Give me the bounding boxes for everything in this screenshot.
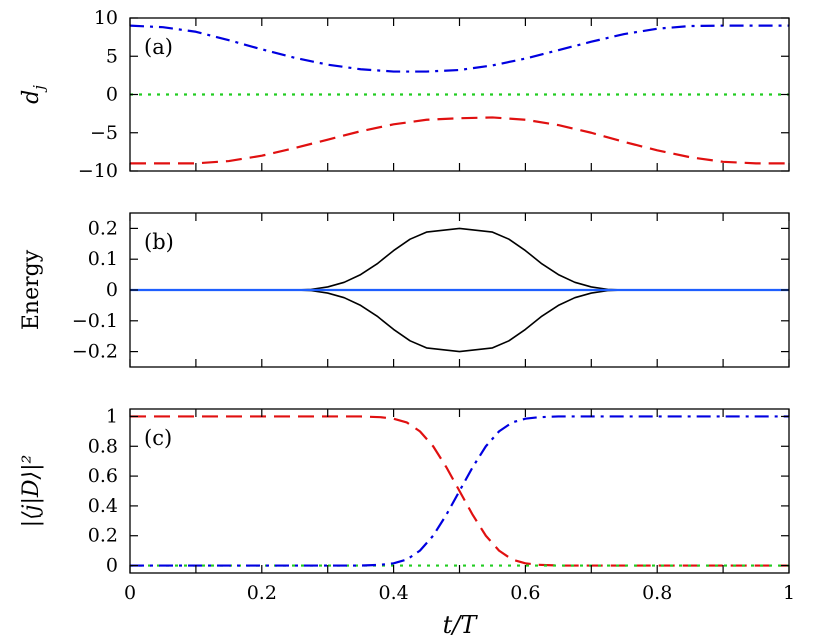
panel-label: (a) — [144, 35, 173, 59]
y-tick-label: 0.2 — [88, 217, 118, 239]
x-axis-label: t/T — [443, 611, 479, 639]
y-tick-label: 0.1 — [88, 248, 118, 270]
x-tick-label: 0.6 — [510, 582, 540, 604]
y-tick-label: −0.2 — [72, 341, 118, 363]
x-tick-label: 0 — [124, 582, 136, 604]
y-axis-label-subscript: j — [30, 85, 48, 93]
y-tick-label: −5 — [90, 122, 118, 144]
y-tick-label: −0.1 — [72, 310, 118, 332]
y-tick-label: 0 — [106, 555, 118, 577]
panel-b: 0.2 0.1 0 −0.1 −0.2 (b) Energy — [19, 212, 790, 368]
series-line-d1 — [130, 24, 789, 73]
x-tick-label: 0.4 — [378, 582, 408, 604]
panel-label: (b) — [144, 230, 174, 254]
series-line-E- — [130, 289, 789, 353]
panel-c: 1 0.8 0.6 0.4 0.2 00 0.2 0.4 0.6 0.8 1 t/T (c) |⟨j|D⟩… — [19, 405, 795, 639]
y-tick-label: 0.6 — [88, 465, 118, 487]
y-axis-label-main: d — [19, 90, 44, 104]
x-tick-label: 0.2 — [247, 582, 277, 604]
y-tick-label: 10 — [94, 7, 118, 29]
y-tick-label: −10 — [78, 160, 118, 182]
y-tick-label: 0 — [106, 84, 118, 106]
panel-label: (c) — [144, 426, 172, 450]
panel-a: 10 5 0 −5 −10 (a) dj — [19, 7, 790, 182]
series-line-p1 — [130, 415, 789, 567]
y-tick-label: 0.4 — [88, 495, 118, 517]
y-axis-label: |⟨j|D⟩|² — [19, 455, 44, 528]
y-axis-label: dj — [19, 85, 48, 104]
y-tick-label: 0.2 — [88, 525, 118, 547]
x-tick-label: 0.8 — [642, 582, 672, 604]
x-tick-label: 1 — [783, 582, 795, 604]
y-tick-label: 1 — [106, 405, 118, 427]
series-line-p3 — [130, 415, 789, 567]
y-tick-label: 0 — [106, 279, 118, 301]
series-line-E+ — [130, 227, 789, 291]
y-tick-label: 5 — [106, 45, 118, 67]
y-tick-label: 0.8 — [88, 435, 118, 457]
series-line-d3 — [130, 116, 789, 165]
y-axis-label: Energy — [19, 249, 44, 330]
